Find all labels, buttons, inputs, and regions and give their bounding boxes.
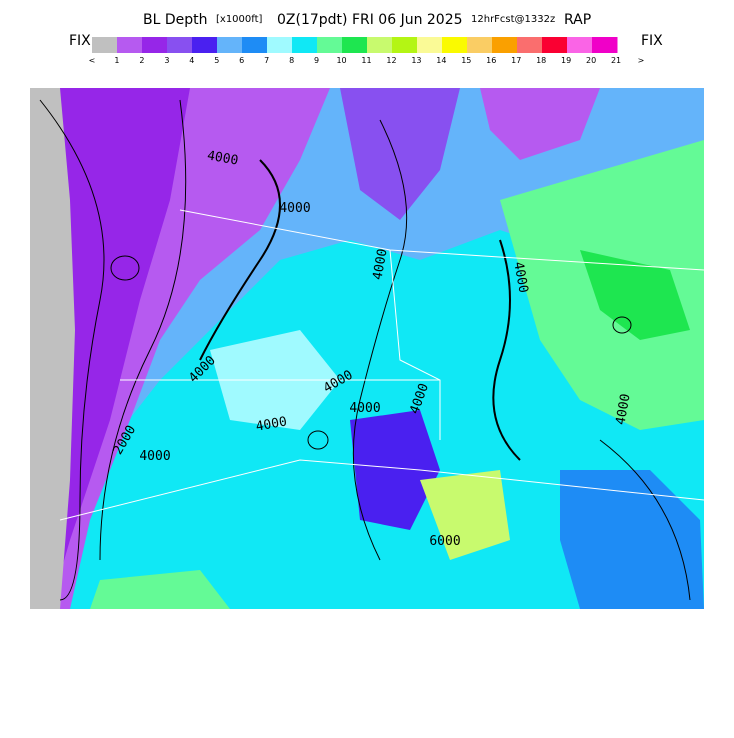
colorbar-tick-label: 19 <box>561 56 571 65</box>
region-blue-dark <box>350 410 440 530</box>
contour-line <box>307 430 329 450</box>
colorbar-tick-label: 9 <box>314 56 319 65</box>
title-model: RAP <box>564 12 591 28</box>
colorbar-swatch <box>217 37 243 53</box>
contour-line <box>199 159 281 361</box>
colorbar-tick-label: 6 <box>239 56 244 65</box>
colorbar-tick-label: 17 <box>511 56 521 65</box>
colorbar-tick-label: 20 <box>586 56 596 65</box>
border-line <box>59 459 705 521</box>
colorbar-swatch <box>267 37 293 53</box>
colorbar-swatch <box>192 37 218 53</box>
contour-label: 4000 <box>349 401 380 416</box>
colorbar-swatch <box>342 37 368 53</box>
region-purple-ne <box>480 88 600 160</box>
colorbar-swatch <box>292 37 318 53</box>
contour-line <box>99 99 187 561</box>
contour-line <box>492 239 521 461</box>
contour-label: 4000 <box>255 414 288 434</box>
colorbar-swatch <box>317 37 343 53</box>
colorbar-swatch <box>567 37 593 53</box>
colorbar-tick-label: 12 <box>386 56 396 65</box>
colorbar-tick-label: 11 <box>361 56 371 65</box>
contour-label: 4000 <box>510 261 530 294</box>
colorbar-tick-label: 13 <box>411 56 421 65</box>
colorbar-tick-label: < <box>89 56 96 65</box>
region-lightgreen <box>420 470 510 560</box>
colorbar-swatch <box>467 37 493 53</box>
title-units: [x1000ft] <box>216 14 263 25</box>
colorbar-left-label: FIX <box>69 33 91 49</box>
colorbar-swatch <box>592 37 618 53</box>
colorbar-tick-label: 14 <box>436 56 446 65</box>
title-time: 0Z(17pdt) FRI 06 Jun 2025 <box>277 12 463 28</box>
colorbar-swatch <box>117 37 143 53</box>
colorbar-swatch <box>542 37 568 53</box>
colorbar-tick-label: 15 <box>461 56 471 65</box>
borders <box>59 209 705 521</box>
contour-line <box>352 119 408 561</box>
colorbar-swatch <box>142 37 168 53</box>
title-forecast: 12hrFcst@1332z <box>471 14 555 25</box>
colorbar-tick-label: 7 <box>264 56 269 65</box>
colorbar: <1 2 3 4 5 6 7 8 9 10 11 12 13 14 15 16 17 18 19 20 21 > <box>89 37 645 65</box>
colorbar-swatch <box>367 37 393 53</box>
contour-label: 4000 <box>279 201 310 216</box>
contour-line <box>39 99 105 601</box>
colorbar-tick-label: 8 <box>289 56 294 65</box>
colorbar-swatch <box>417 37 443 53</box>
colorbar-tick-label: 10 <box>336 56 346 65</box>
title-name: BL Depth <box>143 12 208 28</box>
colorbar-swatch <box>492 37 518 53</box>
colorbar-tick-label: 4 <box>189 56 194 65</box>
colorbar-tick-label: 1 <box>114 56 119 65</box>
contour-label: 4000 <box>206 148 239 168</box>
colorbar-tick-label: > <box>638 56 645 65</box>
colorbar-tick-label: 21 <box>611 56 621 65</box>
contours <box>39 99 691 601</box>
colorbar-swatch <box>392 37 418 53</box>
region-violet <box>340 88 460 220</box>
region-green-sw <box>90 570 230 609</box>
colorbar-tick-label: 16 <box>486 56 496 65</box>
region-green-dark <box>580 250 690 340</box>
colorbar-tick-label: 3 <box>164 56 169 65</box>
colorbar-right-label: FIX <box>641 33 663 49</box>
colorbar-swatch <box>167 37 193 53</box>
contour-label: 4000 <box>139 449 170 464</box>
colorbar-swatch <box>242 37 268 53</box>
border-line <box>389 249 441 440</box>
title: BL Depth [x1000ft] 0Z(17pdt) FRI 06 Jun … <box>143 12 591 28</box>
contour-label: 4000 <box>370 248 390 281</box>
contour-line <box>110 255 140 281</box>
ocean <box>30 88 75 609</box>
contour-line <box>599 439 691 601</box>
colorbar-swatch <box>442 37 468 53</box>
colorbar-swatch <box>92 37 118 53</box>
colorbar-tick-label: 18 <box>536 56 546 65</box>
colorbar-tick-label: 5 <box>214 56 219 65</box>
contour-label: 6000 <box>429 534 460 549</box>
region-blue-se <box>560 470 704 609</box>
colorbar-tick-label: 2 <box>139 56 144 65</box>
contour-label: 4000 <box>613 393 633 426</box>
colorbar-swatch <box>517 37 543 53</box>
contour-line <box>612 316 632 334</box>
